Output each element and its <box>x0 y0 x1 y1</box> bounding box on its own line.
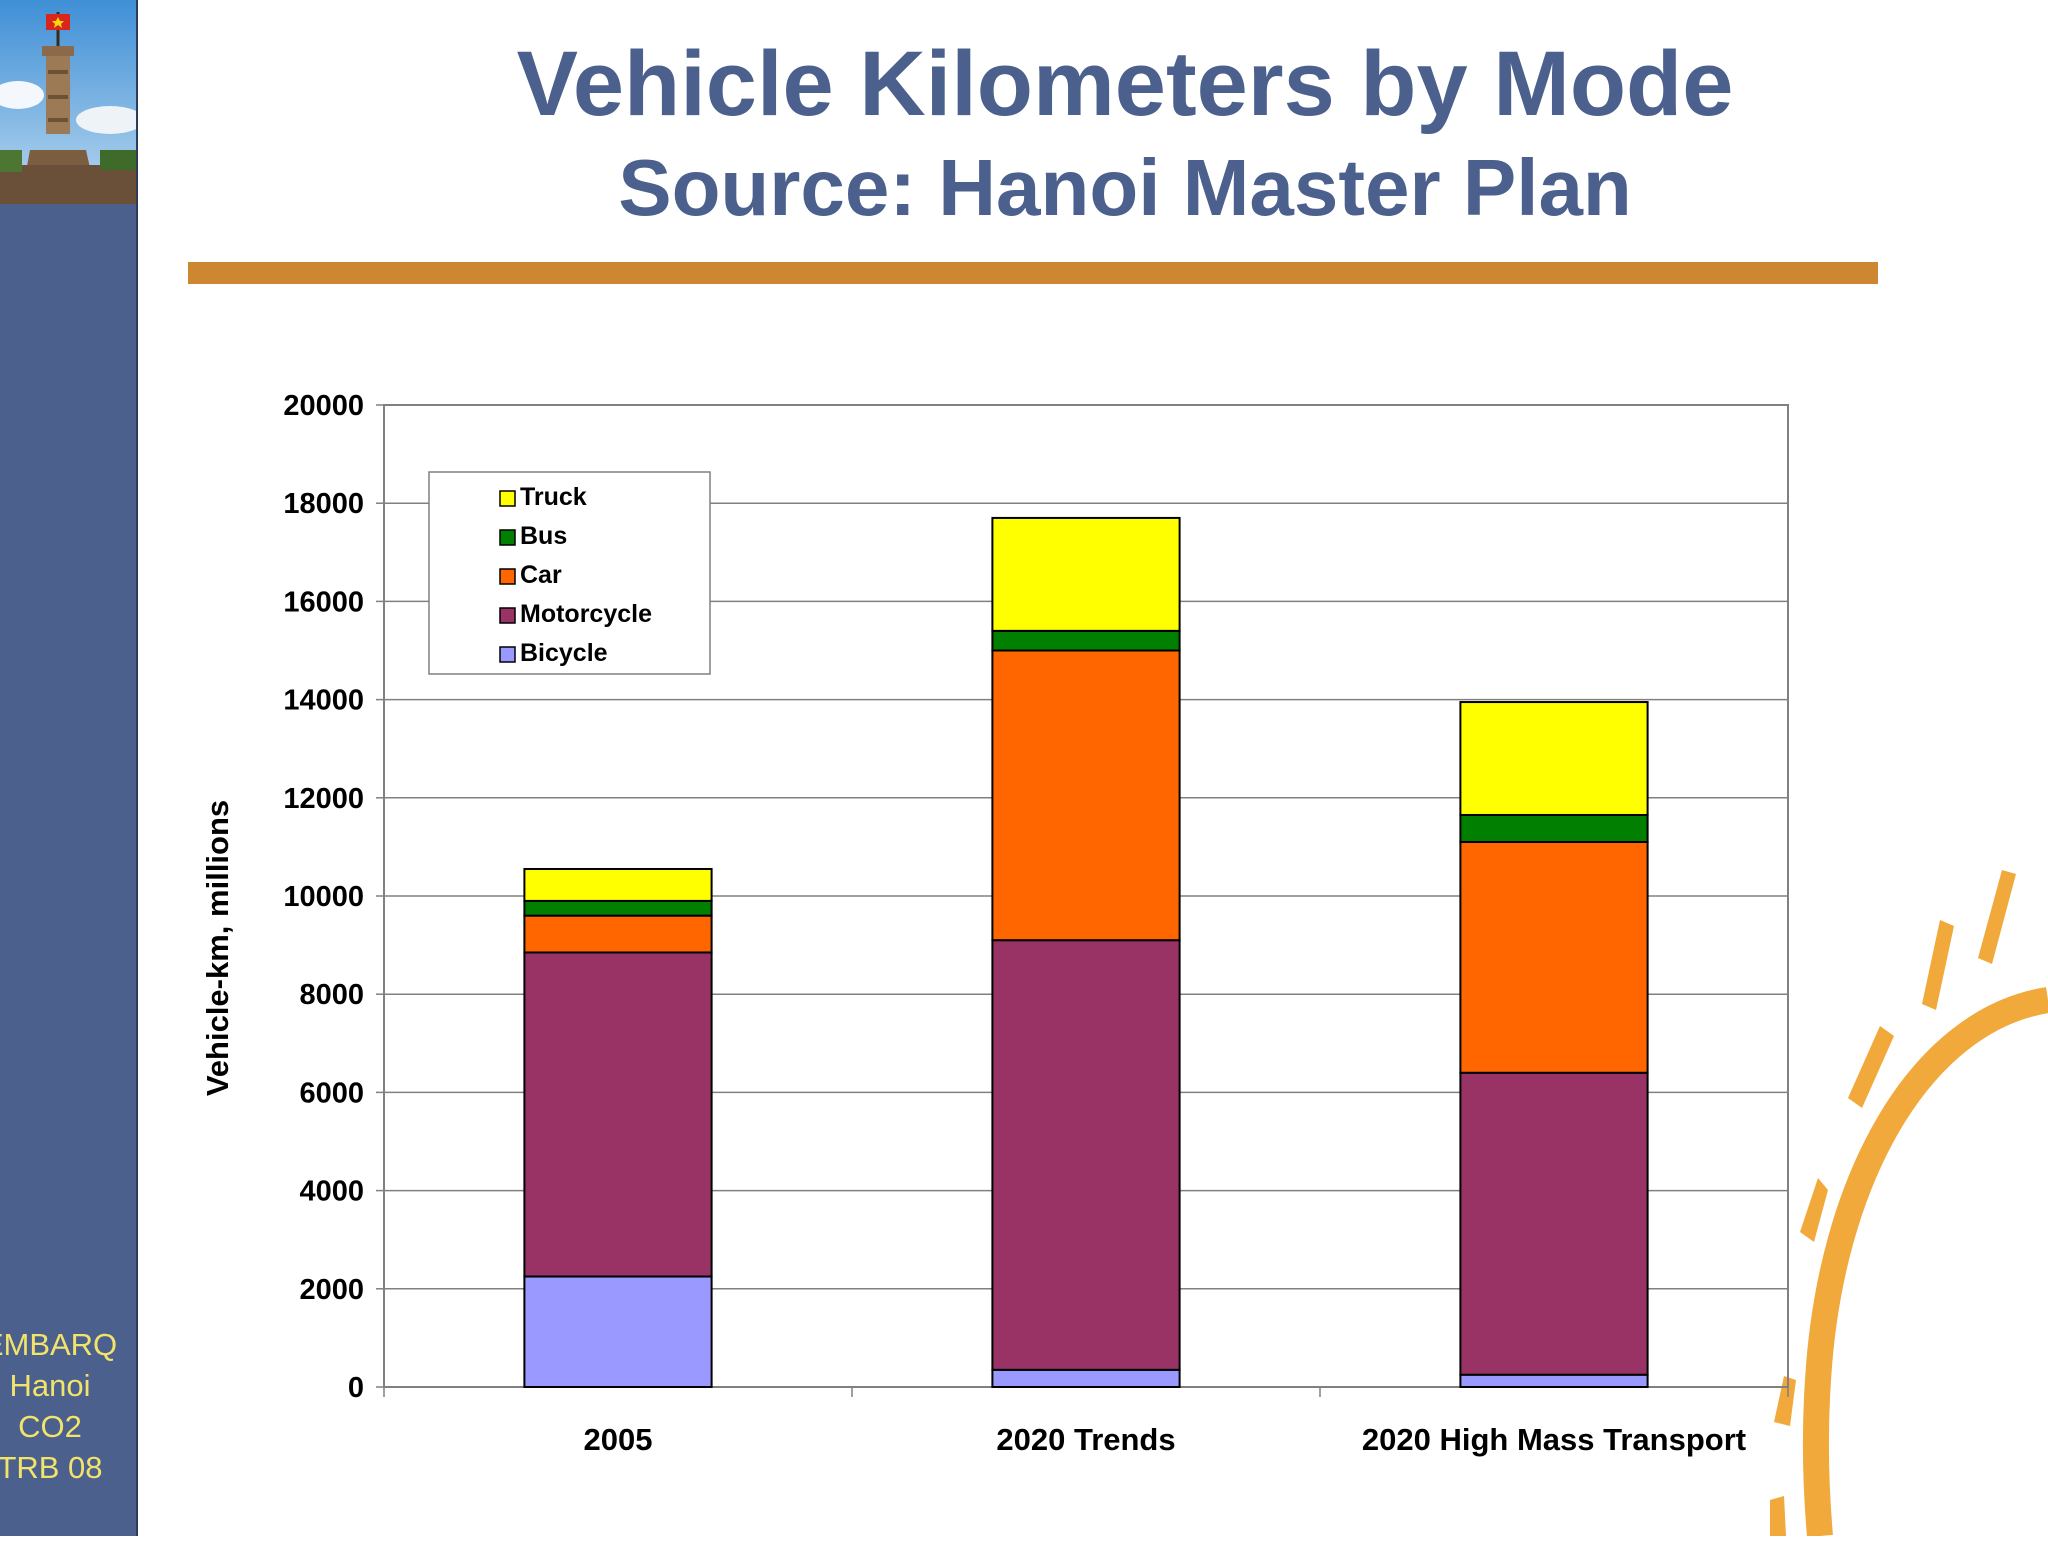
bar-segment-bicycle <box>991 1368 1181 1388</box>
legend-box <box>428 471 711 675</box>
bar-segment-car <box>1459 840 1649 1074</box>
y-tick-label: 14000 <box>283 685 364 717</box>
y-tick-label: 8000 <box>299 979 364 1011</box>
title-divider <box>188 262 1878 284</box>
y-tick-label: 4000 <box>299 1176 364 1208</box>
bar-segment-truck <box>1459 701 1649 816</box>
legend-label: Car <box>520 561 562 589</box>
bar-segment-bus <box>1459 813 1649 843</box>
legend: Truck Bus Car Motorcycle Bicycle <box>428 471 711 675</box>
y-tick-label: 10000 <box>283 881 364 913</box>
y-tick-label: 16000 <box>283 586 364 618</box>
y-tick-label: 2000 <box>299 1274 364 1306</box>
bar-segment-truck <box>991 516 1181 632</box>
legend-swatch <box>499 490 516 507</box>
bar-segment-car <box>991 649 1181 942</box>
bar-segment-motorcycle <box>991 939 1181 1371</box>
flag-tower-photo <box>0 0 136 204</box>
bar-segment-bicycle <box>523 1275 713 1389</box>
legend-label: Bicycle <box>520 639 608 667</box>
bar-segment-bicycle <box>1459 1373 1649 1388</box>
y-axis-label: Vehicle-km, millions <box>200 800 235 1096</box>
legend-label: Motorcycle <box>520 600 652 628</box>
legend-swatch <box>499 529 516 546</box>
y-tick-label: 20000 <box>283 390 364 422</box>
sidebar-line: TRB 08 <box>0 1450 103 1485</box>
bar-segment-truck <box>523 867 713 902</box>
sidebar: EMBARQ Hanoi CO2 TRB 08 <box>0 0 138 1536</box>
slide-subtitle: Source: Hanoi Master Plan <box>618 143 1632 232</box>
bar-segment-car <box>523 914 713 954</box>
axes: 0 2000 4000 6000 8000 10000 12000 14000 16000 180… <box>283 390 1789 1457</box>
y-tick-label: 12000 <box>283 783 364 815</box>
sidebar-caption: EMBARQ Hanoi CO2 TRB 08 <box>0 1324 120 1488</box>
legend-swatch <box>499 607 516 624</box>
x-tick-label: 2005 <box>584 1422 653 1457</box>
y-tick-label: 6000 <box>299 1077 364 1109</box>
sun-logo-icon <box>1770 860 2048 1541</box>
legend-swatch <box>499 646 516 663</box>
sidebar-line: CO2 <box>18 1409 82 1444</box>
slide-title: Vehicle Kilometers by Mode <box>516 33 1734 135</box>
legend-label: Truck <box>520 483 587 511</box>
y-tick-label: 0 <box>348 1372 364 1404</box>
legend-label: Bus <box>520 522 567 550</box>
sidebar-line: Hanoi <box>9 1368 91 1403</box>
bar-segment-motorcycle <box>523 951 713 1278</box>
legend-swatch <box>499 568 516 585</box>
x-tick-label: 2020 High Mass Transport <box>1362 1422 1746 1457</box>
sidebar-line: EMBARQ <box>0 1327 118 1362</box>
bar-segment-motorcycle <box>1459 1071 1649 1376</box>
bar-segment-bus <box>523 899 713 917</box>
bars <box>523 516 1649 1389</box>
bar-segment-bus <box>991 629 1181 652</box>
y-tick-label: 18000 <box>283 488 364 520</box>
x-tick-label: 2020 Trends <box>996 1422 1175 1457</box>
